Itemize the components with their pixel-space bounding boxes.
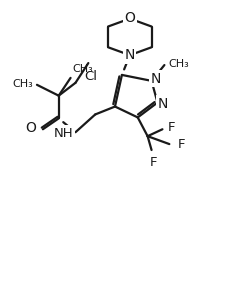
Text: F: F [150,156,157,169]
Text: Cl: Cl [84,70,97,83]
Text: N: N [125,48,135,62]
Text: O: O [25,121,36,135]
Text: F: F [167,121,175,134]
Text: N: N [157,97,168,111]
Text: O: O [124,11,135,25]
Text: F: F [178,138,186,151]
Text: CH₃: CH₃ [73,64,93,74]
Text: CH₃: CH₃ [12,79,33,89]
Text: NH: NH [54,127,73,140]
Text: CH₃: CH₃ [168,59,189,69]
Text: N: N [150,72,161,86]
